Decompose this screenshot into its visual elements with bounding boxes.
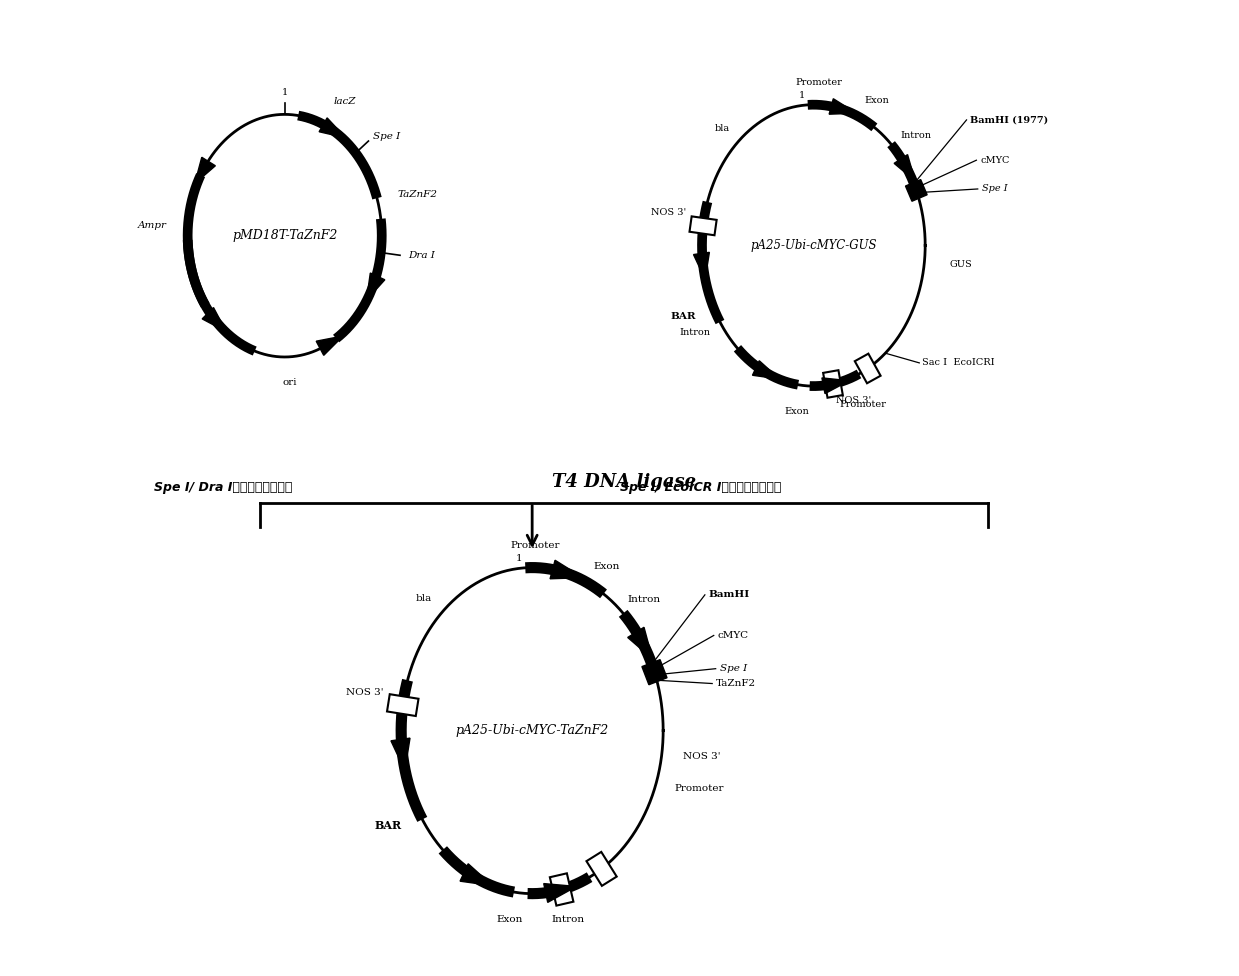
Text: NOS 3': NOS 3'	[346, 688, 384, 697]
Polygon shape	[544, 883, 576, 903]
Text: NOS 3': NOS 3'	[650, 208, 686, 217]
Polygon shape	[628, 628, 653, 659]
Polygon shape	[855, 353, 881, 384]
Polygon shape	[752, 361, 779, 379]
Polygon shape	[387, 694, 419, 716]
Text: TaZnF2: TaZnF2	[398, 190, 437, 199]
Text: pMD18T-TaZnF2: pMD18T-TaZnF2	[232, 229, 337, 242]
Polygon shape	[550, 560, 582, 579]
Text: Dra I: Dra I	[408, 251, 435, 260]
Polygon shape	[829, 99, 856, 114]
Text: BamHI: BamHI	[709, 590, 750, 599]
Text: TaZnF2: TaZnF2	[716, 679, 756, 688]
Polygon shape	[642, 660, 667, 685]
Text: ori: ori	[282, 379, 297, 387]
Text: Spe I/ Dra I酶切，回收小片段: Spe I/ Dra I酶切，回收小片段	[154, 481, 292, 495]
Polygon shape	[202, 307, 227, 332]
Polygon shape	[460, 864, 493, 886]
Text: Exon: Exon	[865, 97, 890, 105]
Polygon shape	[195, 157, 216, 183]
Text: cMYC: cMYC	[717, 630, 748, 640]
Polygon shape	[320, 118, 346, 138]
Text: Intron: Intron	[900, 131, 930, 140]
Text: 1: 1	[517, 553, 523, 563]
Polygon shape	[367, 273, 385, 301]
Polygon shape	[823, 370, 843, 398]
Text: pA25-Ubi-cMYC-GUS: pA25-Ubi-cMYC-GUS	[751, 239, 877, 252]
Text: Spe I/ EcoICR I酶切，回收大片段: Spe I/ EcoICR I酶切，回收大片段	[620, 481, 781, 495]
Polygon shape	[586, 852, 617, 886]
Text: T4 DNA ligase: T4 DNA ligase	[553, 473, 696, 491]
Text: Intron: Intron	[679, 329, 710, 338]
Text: Exon: Exon	[784, 407, 809, 417]
Text: Sac I  EcoICRI: Sac I EcoICRI	[922, 358, 995, 367]
Text: BamHI (1977): BamHI (1977)	[970, 115, 1048, 124]
Text: Exon: Exon	[593, 562, 620, 571]
Text: Promoter: Promoter	[840, 399, 887, 409]
Text: Intron: Intron	[628, 595, 660, 604]
Text: Promoter: Promoter	[674, 784, 724, 793]
Text: Promoter: Promoter	[795, 78, 841, 87]
Text: bla: bla	[416, 594, 432, 603]
Polygon shape	[895, 154, 916, 181]
Polygon shape	[689, 217, 716, 235]
Text: NOS 3': NOS 3'	[836, 395, 871, 405]
Polygon shape	[694, 253, 710, 279]
Text: Exon: Exon	[496, 915, 523, 924]
Polygon shape	[392, 738, 410, 771]
Text: NOS 3': NOS 3'	[683, 752, 720, 761]
Text: BAR: BAR	[375, 820, 401, 832]
Text: Intron: Intron	[551, 915, 585, 924]
Polygon shape	[906, 180, 927, 201]
Text: GUS: GUS	[949, 261, 973, 269]
Polygon shape	[316, 336, 343, 355]
Polygon shape	[550, 874, 574, 906]
Text: lacZ: lacZ	[335, 98, 357, 106]
Text: Ampr: Ampr	[138, 222, 166, 230]
Text: 1: 1	[799, 91, 805, 100]
Text: Spe I: Spe I	[373, 132, 400, 141]
Polygon shape	[821, 378, 849, 393]
Text: Spe I: Spe I	[981, 184, 1007, 193]
Text: Spe I: Spe I	[720, 665, 747, 673]
Text: BAR: BAR	[670, 311, 696, 320]
Text: pA25-Ubi-cMYC-TaZnF2: pA25-Ubi-cMYC-TaZnF2	[456, 724, 608, 737]
Text: bla: bla	[714, 124, 730, 133]
Text: 1: 1	[281, 88, 287, 97]
Text: Promoter: Promoter	[510, 541, 560, 550]
Text: cMYC: cMYC	[980, 156, 1010, 165]
